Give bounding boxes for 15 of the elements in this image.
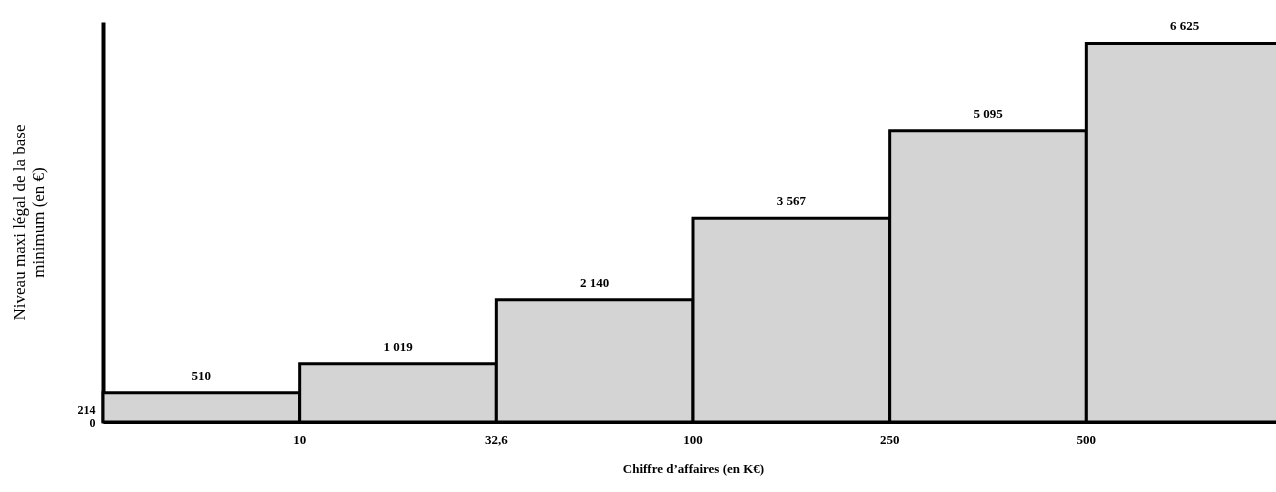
data-label: 2 140: [580, 274, 610, 290]
data-label: 3 567: [776, 193, 807, 209]
y-tick-label: 214: [77, 403, 96, 418]
data-label: 1 019: [383, 338, 414, 354]
text: 100: [683, 432, 703, 447]
y-tick-label: 0: [89, 415, 96, 430]
data-label: 6 625: [1170, 18, 1200, 34]
y-axis-title: Niveau maxi légal de la base minimum (en €): [9, 124, 48, 321]
data-label: 510: [191, 367, 212, 383]
text: 10: [293, 432, 307, 447]
text: 250: [879, 432, 900, 447]
x-axis-title: Chiffre d’affaires (en K€): [622, 460, 765, 476]
text: 500: [1076, 432, 1097, 447]
data-label: 5 095: [973, 105, 1004, 121]
text: 32,6: [484, 432, 509, 447]
